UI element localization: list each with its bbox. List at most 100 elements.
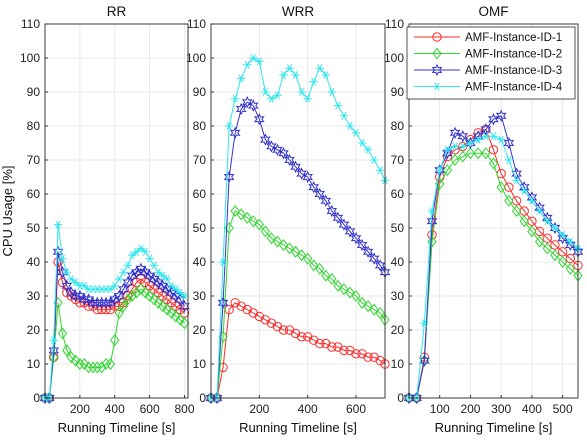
x-axis-label: Running Timeline [s] — [58, 420, 176, 435]
y-tick-label: 30 — [391, 289, 405, 303]
data-point — [363, 352, 373, 362]
grid — [45, 24, 188, 398]
grid — [211, 24, 385, 398]
data-point — [442, 147, 453, 160]
axes-frame — [210, 23, 386, 399]
y-tick-label: 20 — [27, 323, 41, 337]
y-tick-label: 100 — [384, 51, 404, 65]
data-point — [273, 91, 282, 100]
data-point — [534, 235, 545, 248]
y-tick-label: 0 — [199, 391, 206, 405]
data-point — [278, 325, 289, 335]
data-point — [101, 357, 111, 371]
data-point — [145, 289, 155, 303]
data-point — [504, 194, 514, 207]
data-point — [52, 245, 64, 258]
data-point — [315, 338, 325, 349]
data-point — [309, 77, 318, 86]
data-point — [303, 252, 313, 265]
plot-area — [211, 24, 385, 398]
data-point — [179, 317, 190, 330]
data-point — [249, 54, 258, 62]
data-point — [442, 164, 453, 177]
data-point — [145, 254, 154, 263]
data-point — [458, 150, 468, 163]
data-point — [496, 181, 506, 194]
data-point — [450, 142, 460, 151]
data-point — [565, 262, 575, 275]
data-point — [357, 139, 367, 147]
data-point — [339, 345, 349, 356]
y-tick-label: 40 — [391, 255, 405, 269]
data-point — [266, 140, 277, 153]
data-point — [255, 57, 264, 66]
y-tick-label: 40 — [27, 255, 41, 269]
data-point — [88, 361, 98, 374]
data-point — [171, 310, 181, 323]
data-point — [512, 176, 521, 185]
data-point — [153, 296, 163, 309]
y-tick-label: 50 — [391, 221, 405, 235]
data-point — [57, 327, 68, 340]
data-point — [466, 139, 475, 147]
data-point — [351, 289, 361, 303]
legend-marker — [432, 82, 442, 91]
data-point — [78, 293, 90, 306]
series-4 — [40, 220, 189, 402]
data-point — [248, 215, 258, 228]
series-2 — [206, 204, 390, 405]
x-tick-label: 200 — [460, 402, 480, 416]
data-point — [550, 224, 560, 232]
data-point — [489, 132, 498, 141]
data-point — [100, 296, 112, 309]
legend-marker — [432, 47, 442, 60]
y-tick-label: 110 — [21, 17, 40, 31]
data-point — [345, 122, 355, 130]
y-tick-label: 80 — [391, 119, 405, 133]
data-point — [149, 261, 159, 270]
data-point — [375, 306, 385, 320]
data-point — [351, 349, 361, 359]
data-point — [321, 71, 330, 79]
data-point — [458, 142, 467, 151]
data-point — [126, 269, 138, 282]
series-line — [409, 128, 579, 399]
legend-entry: AMF-Instance-ID-3 — [414, 63, 562, 77]
data-point — [123, 293, 133, 306]
data-point — [66, 351, 76, 364]
y-tick-label: 50 — [27, 221, 41, 235]
data-point — [62, 268, 71, 277]
x-tick-label: 400 — [105, 402, 125, 416]
data-point — [296, 249, 307, 262]
data-point — [302, 170, 314, 184]
data-point — [162, 275, 172, 283]
y-tick-label: 0 — [397, 391, 404, 405]
series-1 — [206, 298, 390, 403]
data-point — [309, 259, 319, 272]
legend-marker — [431, 63, 443, 77]
data-point — [333, 279, 343, 292]
y-tick-label: 60 — [27, 187, 41, 201]
data-point — [558, 230, 567, 239]
data-point — [527, 196, 537, 205]
data-point — [290, 245, 301, 258]
data-point — [488, 157, 499, 170]
data-point — [465, 136, 476, 150]
data-point — [141, 247, 150, 256]
data-point — [272, 143, 283, 156]
x-tick-label: 300 — [491, 402, 511, 416]
data-point — [296, 167, 307, 180]
plot-area — [45, 24, 188, 398]
x-tick-label: 400 — [522, 402, 542, 416]
data-point — [449, 126, 461, 139]
data-point — [285, 64, 294, 73]
legend-marker — [432, 32, 442, 42]
data-point — [48, 344, 60, 357]
panel-title: RR — [107, 4, 127, 19]
data-point — [511, 167, 522, 180]
data-point — [473, 135, 483, 144]
data-point — [247, 99, 259, 112]
data-point — [58, 254, 67, 263]
y-tick-label: 70 — [391, 153, 405, 167]
